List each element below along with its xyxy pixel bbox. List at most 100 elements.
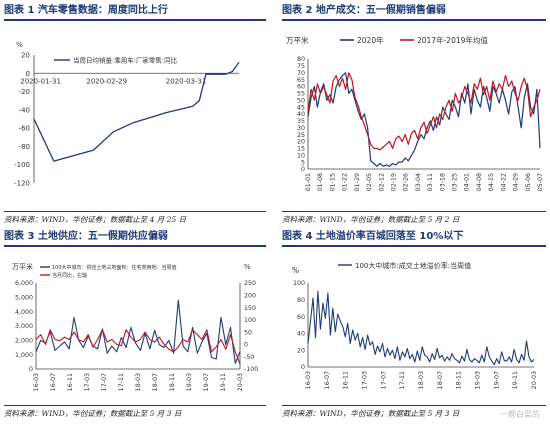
y-tick-label: 0: [26, 70, 30, 78]
legend-label-avg: 2017年-2019年均值: [417, 35, 488, 45]
x-tick-label: 16-07: [50, 373, 57, 391]
x-tick-label: 03-11: [427, 173, 434, 191]
x-tick-label: 05-07: [537, 173, 544, 191]
y-tick-label-left: 4,000: [15, 309, 33, 316]
y-tick-label-left: 3,000: [15, 323, 33, 330]
y-tick-label: 30: [297, 125, 305, 132]
y-tick-label: 45: [297, 104, 305, 111]
x-tick-label: 03-18: [439, 173, 446, 191]
x-tick-label: 20-03: [531, 371, 538, 389]
y-tick-label: 5: [301, 159, 305, 166]
legend-label-yoy: 当月同比，右轴: [52, 272, 87, 279]
y-tick-label-right: -50: [244, 354, 254, 361]
source-rule: [4, 211, 266, 212]
x-tick-label: 18-03: [418, 371, 425, 389]
panel-land-supply: 图表 3 土地供应：五一假期供应偏弱 万平米% 6,000 5,000 4,000 3,…: [4, 228, 266, 424]
x-tick-label: 18-03: [135, 373, 142, 391]
x-tick-label: 20-03: [237, 373, 244, 391]
x-tick-label: 02-12: [378, 173, 385, 191]
legend-label: 100大中城市:成交土地溢价率:当周值: [355, 261, 471, 270]
y-tick-label: 80: [297, 56, 305, 63]
series-line-avg: [307, 72, 541, 151]
watermark: 一颗白菜的: [500, 410, 540, 419]
x-tick-label: 02-26: [403, 173, 410, 191]
y-tick-label: 40: [297, 111, 305, 118]
y-tick-label: 55: [297, 91, 305, 98]
y-tick-label-right: 150: [244, 305, 256, 312]
y-tick-label-left: 1,000: [15, 352, 33, 359]
y-tick-label: -80: [19, 143, 30, 151]
x-tick-label: 01-15: [329, 173, 336, 191]
title-rule: [282, 245, 546, 247]
x-tick-label: 19-07: [493, 371, 500, 389]
x-tick-label: 05-06: [525, 173, 532, 191]
x-tick-label: 2020-02-29: [86, 77, 127, 85]
x-tick-label: 17-03: [84, 373, 91, 391]
chart-car-retail: % 20 0 -20 -40 -60 -80 -100 -120 2020-01-31 2020-0…: [14, 41, 240, 188]
y-tick-label: 0: [301, 166, 305, 173]
y-tick-label: 70: [297, 70, 305, 77]
y-tick-label: 60: [297, 84, 305, 91]
y-unit-left: 万平米: [12, 262, 33, 271]
source-rule: [282, 405, 546, 406]
x-tick-label: 16-03: [305, 371, 312, 389]
y-tick-label: 40: [297, 331, 305, 338]
x-tick-label: 17-07: [380, 371, 387, 389]
y-tick-label-right: 100: [244, 317, 256, 324]
x-tick-label: 18-11: [169, 373, 176, 391]
y-tick-label-left: 2,000: [15, 338, 33, 345]
source-note: 资料来源：WIND，华创证券；数据截止至 5 月 3 日: [282, 409, 460, 418]
x-tick-label: 16-11: [67, 373, 74, 391]
x-tick-label: 03-25: [452, 173, 459, 191]
y-tick-label-right: 200: [244, 292, 256, 299]
y-unit: 万平米: [286, 35, 309, 45]
series-line-2020: [307, 72, 541, 167]
x-tick-label: 01-01: [305, 173, 312, 191]
y-tick-label-right: 0: [244, 342, 248, 349]
x-tick-label: 19-11: [220, 373, 227, 391]
y-tick-label: 80: [297, 297, 305, 304]
panel-car-retail: 图表 1 汽车零售数据：周度同比上行 % 20 0 -20 -40 -60 -80 -100 -…: [4, 2, 266, 228]
y-tick-label: 20: [21, 52, 30, 60]
y-tick-label: 0: [301, 364, 305, 371]
y-tick-label: 50: [297, 97, 305, 104]
x-tick-label: 01-08: [317, 173, 324, 191]
source-note: 资料来源：WIND，华创证券；数据截止至 4 月 25 日: [4, 215, 187, 224]
y-tick-label-left: 6,000: [15, 280, 33, 287]
title-rule: [4, 245, 266, 247]
y-tick-label-right: 50: [244, 329, 252, 336]
x-tick-label: 16-07: [324, 371, 331, 389]
y-unit: %: [292, 266, 299, 275]
y-tick-label-left: 0: [29, 366, 33, 373]
x-tick-label: 04-29: [513, 173, 520, 191]
y-tick-label: -20: [19, 88, 30, 96]
x-tick-label: 02-19: [390, 173, 397, 191]
x-tick-label: 17-03: [362, 371, 369, 389]
y-tick-label: 65: [297, 77, 305, 84]
panel-title: 图表 1 汽车零售数据：周度同比上行: [4, 5, 168, 16]
y-tick-label: 25: [297, 132, 305, 139]
y-tick-label: 20: [297, 347, 305, 354]
x-tick-label: 16-03: [33, 373, 40, 391]
y-tick-label: 20: [297, 139, 305, 146]
y-tick-label: 10: [297, 152, 305, 159]
y-unit: %: [16, 41, 23, 49]
x-tick-label: 01-22: [342, 173, 349, 191]
panel-title: 图表 3 土地供应：五一假期供应偏弱: [4, 231, 168, 242]
y-tick-label: 15: [297, 146, 305, 153]
panel-title: 图表 2 地产成交：五一假期销售偏弱: [282, 5, 446, 16]
x-tick-label: 01-29: [354, 173, 361, 191]
x-tick-label: 02-05: [366, 173, 373, 191]
x-tick-label: 2020-03-31: [166, 77, 207, 85]
x-tick-label: 04-15: [488, 173, 495, 191]
panel-property-sales: 图表 2 地产成交：五一假期销售偏弱 万平米 2020年 2017年-2019年均值…: [282, 2, 546, 228]
y-tick-label: -100: [14, 161, 30, 169]
series-line: [33, 61, 240, 162]
chart-land-premium: % 100大中城市:成交土地溢价率:当周值 100 80 60 40 20 016-03 16-…: [292, 261, 538, 389]
source-rule: [4, 405, 266, 406]
x-tick-label: 17-11: [118, 373, 125, 391]
y-tick-label: -60: [19, 125, 30, 133]
x-tick-label: 18-11: [456, 371, 463, 389]
series-line: [307, 290, 535, 366]
chart-property-sales: 万平米 2020年 2017年-2019年均值8075706560555045403…: [286, 35, 544, 191]
